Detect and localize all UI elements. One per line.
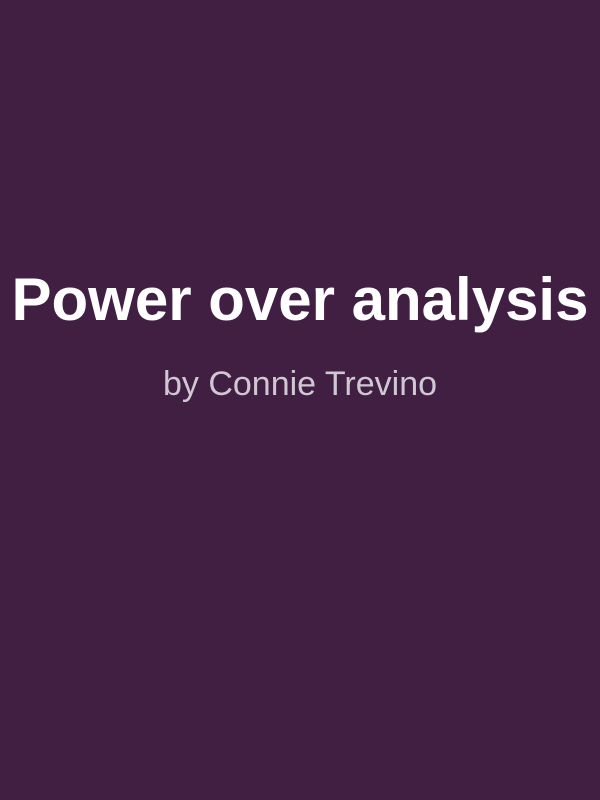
cover-author: by Connie Trevino — [162, 365, 438, 403]
cover-title: Power over analysis — [11, 266, 589, 333]
